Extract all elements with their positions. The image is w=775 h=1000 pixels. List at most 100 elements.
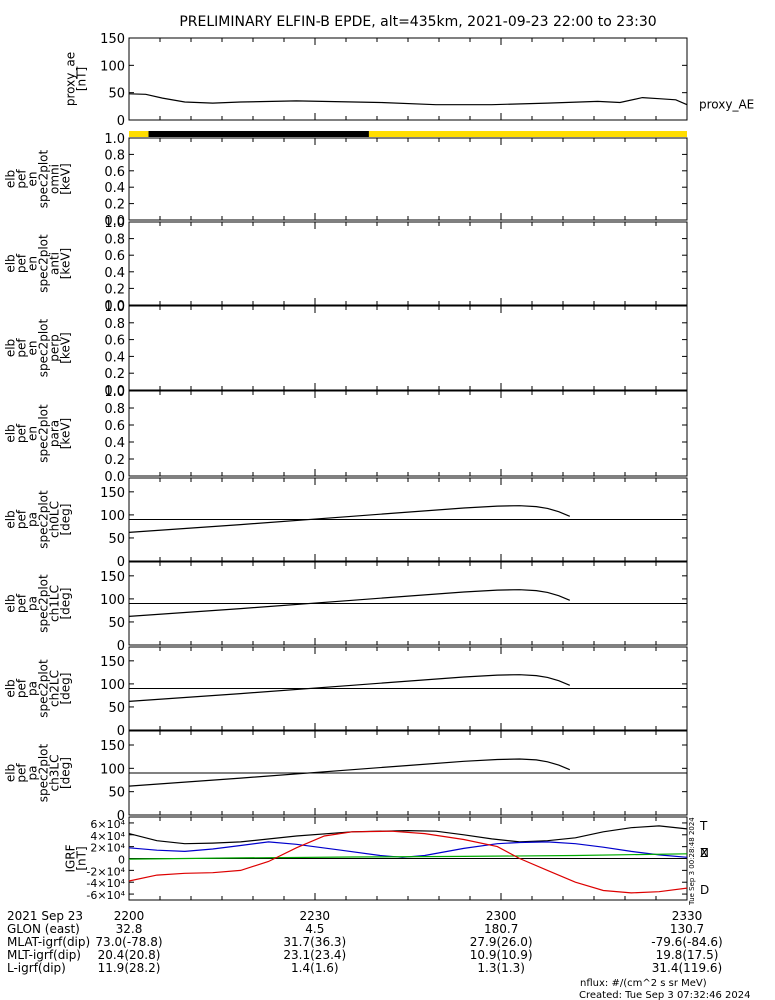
series-label: proxy_AE <box>699 98 754 112</box>
tick-value: 31.7(36.3) <box>283 935 346 949</box>
row-label: 2021 Sep 23 <box>7 909 83 923</box>
row-label: GLON (east) <box>7 922 80 936</box>
y-axis-label: elb <box>4 510 18 528</box>
y-axis-label: spec2plot <box>37 490 51 549</box>
panel-frame <box>128 305 688 391</box>
y-axis-label: spec2plot <box>37 149 51 208</box>
y-tick-label: 0 <box>117 639 125 654</box>
y-tick-label: 0.6 <box>104 419 125 434</box>
y-tick-label: 0.4 <box>104 266 125 281</box>
y-tick-label: 0.4 <box>104 436 125 451</box>
y-tick-label: 4×10⁴ <box>90 830 125 843</box>
y-tick-label: 0 <box>118 854 125 867</box>
y-tick-label: 0.4 <box>104 350 125 365</box>
panel-para: 0.0 0.2 0.4 0.6 0.8 1.0 elbpefenspec2plotpara[… <box>4 385 688 485</box>
series-label: Z <box>700 846 708 860</box>
y-tick-label: 0.6 <box>104 334 125 349</box>
series-line-D <box>128 830 688 894</box>
y-axis-label: ch0LC <box>48 501 62 538</box>
tick-value: 180.7 <box>484 922 518 936</box>
panel-anti: 0.0 0.20.4 0.60.8 1.0 elbpefenspec2plotanti[… <box>4 216 688 314</box>
y-tick-label: 0.6 <box>104 249 125 264</box>
y-axis-label: [keV] <box>59 418 73 449</box>
y-axis-label: elb <box>4 254 18 272</box>
panel-proxy_ae: 0 50 100 150 proxy_ae[nT] proxy_AE <box>64 32 755 129</box>
y-tick-label: 0.0 <box>104 470 125 485</box>
tick-value: 27.9(26.0) <box>470 935 533 949</box>
y-axis-label: en <box>26 426 40 441</box>
y-axis-label: elb <box>4 170 18 188</box>
series-line-ch2LC <box>128 674 571 702</box>
y-tick-label: 100 <box>100 509 125 524</box>
y-axis-label: pef <box>15 763 29 783</box>
y-tick-label: 50 <box>108 701 125 716</box>
y-axis-label: ch1LC <box>48 585 62 622</box>
row-label: L-igrf(dip) <box>7 961 66 975</box>
tick-value: 2300 <box>486 909 517 923</box>
y-tick-label: 0.2 <box>104 453 125 468</box>
y-axis-label: spec2plot <box>37 574 51 633</box>
y-tick-label: 1.0 <box>104 385 125 400</box>
y-axis-label: elb <box>4 679 18 697</box>
tick-value: 31.4(119.6) <box>652 961 722 975</box>
tick-value: 2330 <box>672 909 703 923</box>
tick-value: 4.5 <box>305 922 324 936</box>
y-axis-label: pef <box>15 593 29 613</box>
series-label: D <box>700 883 709 897</box>
y-axis-label: proxy_ae <box>64 52 78 106</box>
y-tick-label: 0.6 <box>104 165 125 180</box>
y-axis-label: spec2plot <box>37 743 51 802</box>
y-axis-label: [keV] <box>59 332 73 363</box>
y-axis-label: [nT] <box>75 67 89 91</box>
tick-value: 10.9(10.9) <box>470 948 533 962</box>
y-axis-label: [deg] <box>59 757 73 789</box>
y-axis-label: [nT] <box>75 846 89 870</box>
y-tick-label: 0.0 <box>104 214 125 229</box>
y-axis-label: spec2plot <box>37 318 51 377</box>
y-tick-label: 0.8 <box>104 148 125 163</box>
tick-value: 2200 <box>114 909 145 923</box>
sunlight-bar <box>129 131 687 137</box>
y-axis-label: spec2plot <box>37 404 51 463</box>
y-axis-label: pef <box>15 253 29 273</box>
y-axis-label: spec2plot <box>37 659 51 718</box>
y-tick-label: 6×10⁴ <box>90 818 125 831</box>
tick-value: 11.9(28.2) <box>98 961 161 975</box>
y-axis-label: pa <box>26 512 40 527</box>
y-tick-label: 100 <box>100 678 125 693</box>
y-axis-label: elb <box>4 424 18 442</box>
tick-value: 32.8 <box>116 922 143 936</box>
panels-group: 050100150proxy_ae[nT]proxy_AE0.00.20.40.… <box>4 32 755 902</box>
panel-frame <box>128 390 688 477</box>
series-line-ch3LC <box>128 758 571 787</box>
tick-value: -79.6(-84.6) <box>651 935 722 949</box>
panel-frame <box>128 221 688 306</box>
y-axis-label: [deg] <box>59 504 73 536</box>
y-tick-label: 150 <box>100 486 125 501</box>
y-tick-label: 50 <box>108 532 125 547</box>
y-axis-label: pa <box>26 766 40 781</box>
y-tick-label: 0.8 <box>104 402 125 417</box>
y-tick-label: 0 <box>117 555 125 570</box>
sunlight-segment <box>129 131 149 137</box>
y-tick-label: 150 <box>100 655 125 670</box>
y-tick-label: 100 <box>100 59 125 74</box>
y-tick-label: 1.0 <box>104 300 125 315</box>
y-axis-label: en <box>26 172 40 187</box>
y-axis-label: en <box>26 256 40 271</box>
y-axis-label: en <box>26 341 40 356</box>
tick-value: 2230 <box>300 909 331 923</box>
tick-value: 23.1(23.4) <box>283 948 346 962</box>
y-axis-label: elb <box>4 594 18 612</box>
panel-omni: 0.00.20.40.60.81.0elbpefenspec2plotomni[… <box>4 132 688 229</box>
y-tick-label: -4×10⁴ <box>86 877 125 890</box>
tick-value: 19.8(17.5) <box>656 948 719 962</box>
y-tick-label: -2×10⁴ <box>86 865 125 878</box>
sunlight-segment <box>368 131 687 137</box>
y-axis-label: [keV] <box>59 248 73 279</box>
y-tick-label: 0.0 <box>104 299 125 314</box>
